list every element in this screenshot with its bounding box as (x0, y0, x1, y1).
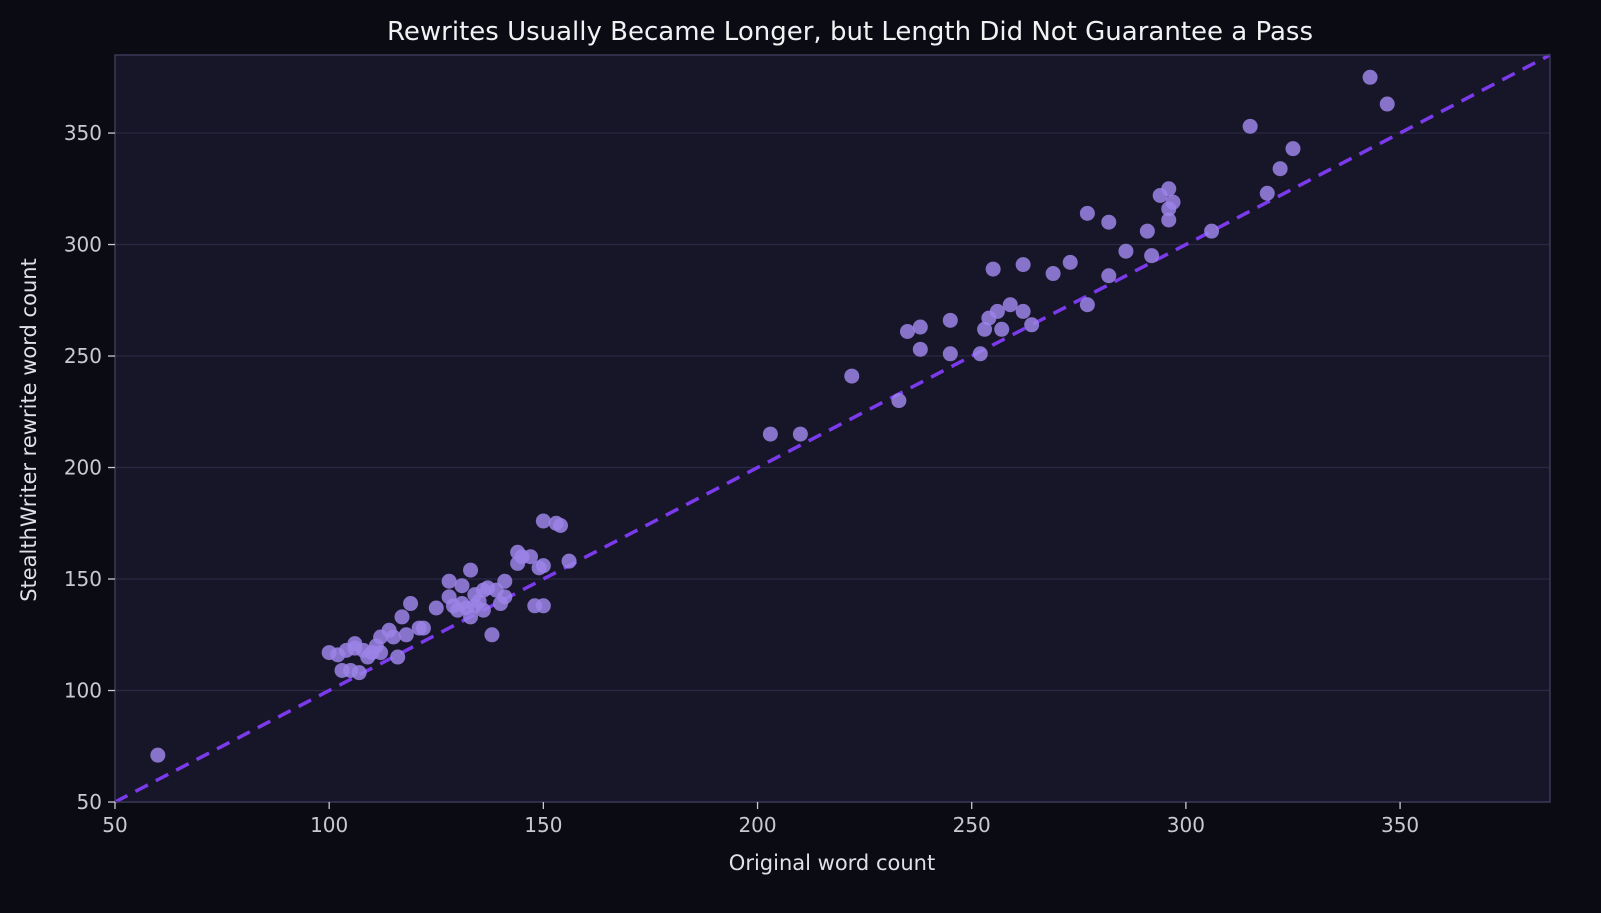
y-tick-label: 150 (64, 567, 102, 591)
data-point (484, 627, 500, 643)
data-point (1285, 141, 1301, 157)
data-point (523, 549, 539, 565)
x-tick: 200 (738, 802, 777, 837)
y-tick-label: 200 (64, 456, 102, 480)
x-tick-label: 250 (953, 813, 991, 837)
data-point (497, 589, 513, 605)
y-tick-label: 350 (64, 121, 102, 145)
data-point (989, 303, 1005, 319)
data-point (535, 558, 551, 574)
data-point (1362, 69, 1378, 85)
data-point (1062, 254, 1078, 270)
identity-line (114, 53, 1551, 804)
y-tick: 150 (64, 567, 115, 591)
data-point (912, 341, 928, 357)
x-tick: 100 (310, 802, 348, 837)
x-tick-label: 300 (1167, 813, 1205, 837)
x-tick: 150 (524, 802, 562, 837)
data-point (985, 261, 1001, 277)
y-tick-label: 50 (77, 790, 102, 814)
plot-border (114, 54, 1551, 803)
data-point (454, 578, 470, 594)
x-tick-label: 150 (524, 813, 562, 837)
data-point (1259, 185, 1275, 201)
y-axis-ticks: 50 100 150 200 250 300 350 (64, 121, 115, 814)
data-point (1101, 268, 1117, 284)
x-tick: 50 (102, 802, 128, 837)
data-point (1161, 181, 1177, 197)
data-points (150, 69, 1395, 763)
data-point (394, 609, 410, 625)
data-point (428, 600, 444, 616)
data-point (535, 513, 551, 529)
data-point (561, 553, 577, 569)
data-point (1161, 212, 1177, 228)
data-point (463, 562, 479, 578)
data-point (475, 602, 491, 618)
x-tick-label: 350 (1381, 813, 1419, 837)
x-tick: 300 (1167, 802, 1205, 837)
data-point (1165, 194, 1181, 210)
data-point (972, 346, 988, 362)
data-point (1242, 118, 1258, 134)
data-point (1139, 223, 1155, 239)
data-point (912, 319, 928, 335)
chart-title: Rewrites Usually Became Longer, but Leng… (387, 17, 1313, 47)
data-point (1045, 266, 1061, 282)
x-tick-label: 200 (738, 813, 776, 837)
data-point (497, 573, 513, 589)
data-point (385, 629, 401, 645)
data-point (899, 324, 915, 340)
reference-line (114, 53, 1551, 804)
y-tick: 300 (64, 233, 115, 257)
data-point (891, 393, 907, 409)
data-point (1079, 297, 1095, 313)
data-point (1101, 214, 1117, 230)
data-point (1118, 243, 1134, 259)
y-tick: 50 (77, 790, 115, 814)
x-axis-ticks: 50 100 150 200 250 300 350 (102, 802, 1419, 837)
data-point (844, 368, 860, 384)
data-point (403, 596, 419, 612)
y-tick: 100 (64, 679, 115, 703)
x-axis-label: Original word count (729, 851, 935, 875)
x-tick-label: 50 (102, 813, 127, 837)
data-point (762, 426, 778, 442)
y-tick-label: 300 (64, 233, 102, 257)
data-point (398, 627, 414, 643)
data-point (994, 321, 1010, 337)
data-point (942, 312, 958, 328)
data-point (535, 598, 551, 614)
data-point (1015, 257, 1031, 273)
data-point (1015, 303, 1031, 319)
y-axis-label: StealthWriter rewrite word count (17, 258, 41, 602)
x-tick: 350 (1381, 802, 1419, 837)
data-point (415, 620, 431, 636)
y-tick: 250 (64, 344, 115, 368)
y-tick-label: 250 (64, 344, 102, 368)
data-point (150, 747, 166, 763)
data-point (1144, 248, 1160, 264)
data-point (373, 645, 389, 661)
data-point (942, 346, 958, 362)
data-point (1379, 96, 1395, 112)
data-point (1079, 205, 1095, 221)
data-point (1002, 297, 1018, 313)
y-tick: 200 (64, 456, 115, 480)
data-point (792, 426, 808, 442)
data-point (441, 573, 457, 589)
data-point (1024, 317, 1040, 333)
y-tick: 350 (64, 121, 115, 145)
data-point (552, 517, 568, 533)
data-point (351, 665, 367, 681)
data-point (1204, 223, 1220, 239)
data-point (1272, 161, 1288, 177)
x-tick-label: 100 (310, 813, 348, 837)
x-tick: 250 (953, 802, 991, 837)
data-point (390, 649, 406, 665)
y-tick-label: 100 (64, 679, 102, 703)
gridlines (115, 132, 1550, 692)
